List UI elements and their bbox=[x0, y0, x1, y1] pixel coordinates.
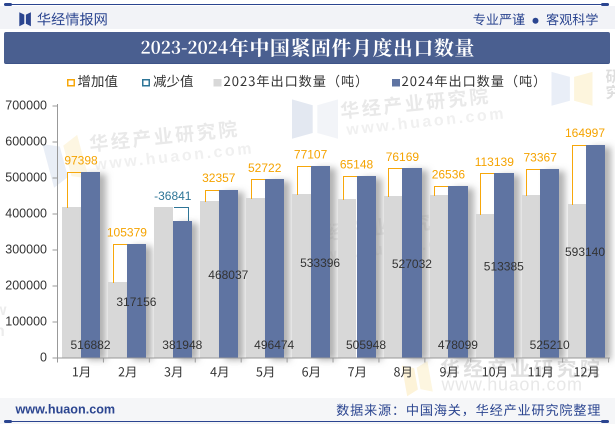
svg-text:516882: 516882 bbox=[70, 338, 110, 352]
svg-text:www.huaon.com: www.huaon.com bbox=[441, 375, 583, 395]
svg-text:97398: 97398 bbox=[64, 154, 98, 168]
svg-text:200000: 200000 bbox=[5, 279, 47, 293]
svg-text:100000: 100000 bbox=[5, 315, 47, 329]
svg-text:478099: 478099 bbox=[438, 338, 478, 352]
svg-text:65148: 65148 bbox=[340, 158, 374, 172]
svg-text:513385: 513385 bbox=[484, 260, 524, 274]
svg-text:26536: 26536 bbox=[432, 168, 466, 182]
svg-text:468037: 468037 bbox=[208, 268, 248, 282]
svg-text:400000: 400000 bbox=[5, 207, 47, 221]
svg-text:381948: 381948 bbox=[162, 338, 202, 352]
svg-text:164997: 164997 bbox=[565, 126, 605, 140]
svg-text:505948: 505948 bbox=[346, 338, 386, 352]
svg-text:52722: 52722 bbox=[248, 161, 282, 175]
svg-text:317156: 317156 bbox=[116, 295, 156, 309]
svg-text:527032: 527032 bbox=[392, 257, 432, 271]
svg-text:525210: 525210 bbox=[530, 338, 570, 352]
svg-text:700000: 700000 bbox=[5, 99, 47, 113]
svg-text:w: w bbox=[0, 302, 9, 319]
svg-text:500000: 500000 bbox=[5, 171, 47, 185]
svg-text:300000: 300000 bbox=[5, 243, 47, 257]
svg-text:77107: 77107 bbox=[294, 148, 328, 162]
svg-text:105379: 105379 bbox=[107, 226, 147, 240]
svg-text:600000: 600000 bbox=[5, 135, 47, 149]
svg-text:www.huaon.com: www.huaon.com bbox=[15, 403, 116, 417]
svg-text:n: n bbox=[0, 323, 7, 340]
svg-text:533396: 533396 bbox=[300, 256, 340, 270]
svg-text:32357: 32357 bbox=[202, 171, 236, 185]
svg-text:-36841: -36841 bbox=[154, 189, 192, 203]
svg-text:113139: 113139 bbox=[475, 155, 514, 169]
svg-text:496474: 496474 bbox=[254, 338, 294, 352]
svg-text:76169: 76169 bbox=[386, 150, 420, 164]
svg-text:593140: 593140 bbox=[565, 245, 605, 259]
svg-text:0: 0 bbox=[40, 351, 47, 365]
svg-text:73367: 73367 bbox=[524, 151, 558, 165]
